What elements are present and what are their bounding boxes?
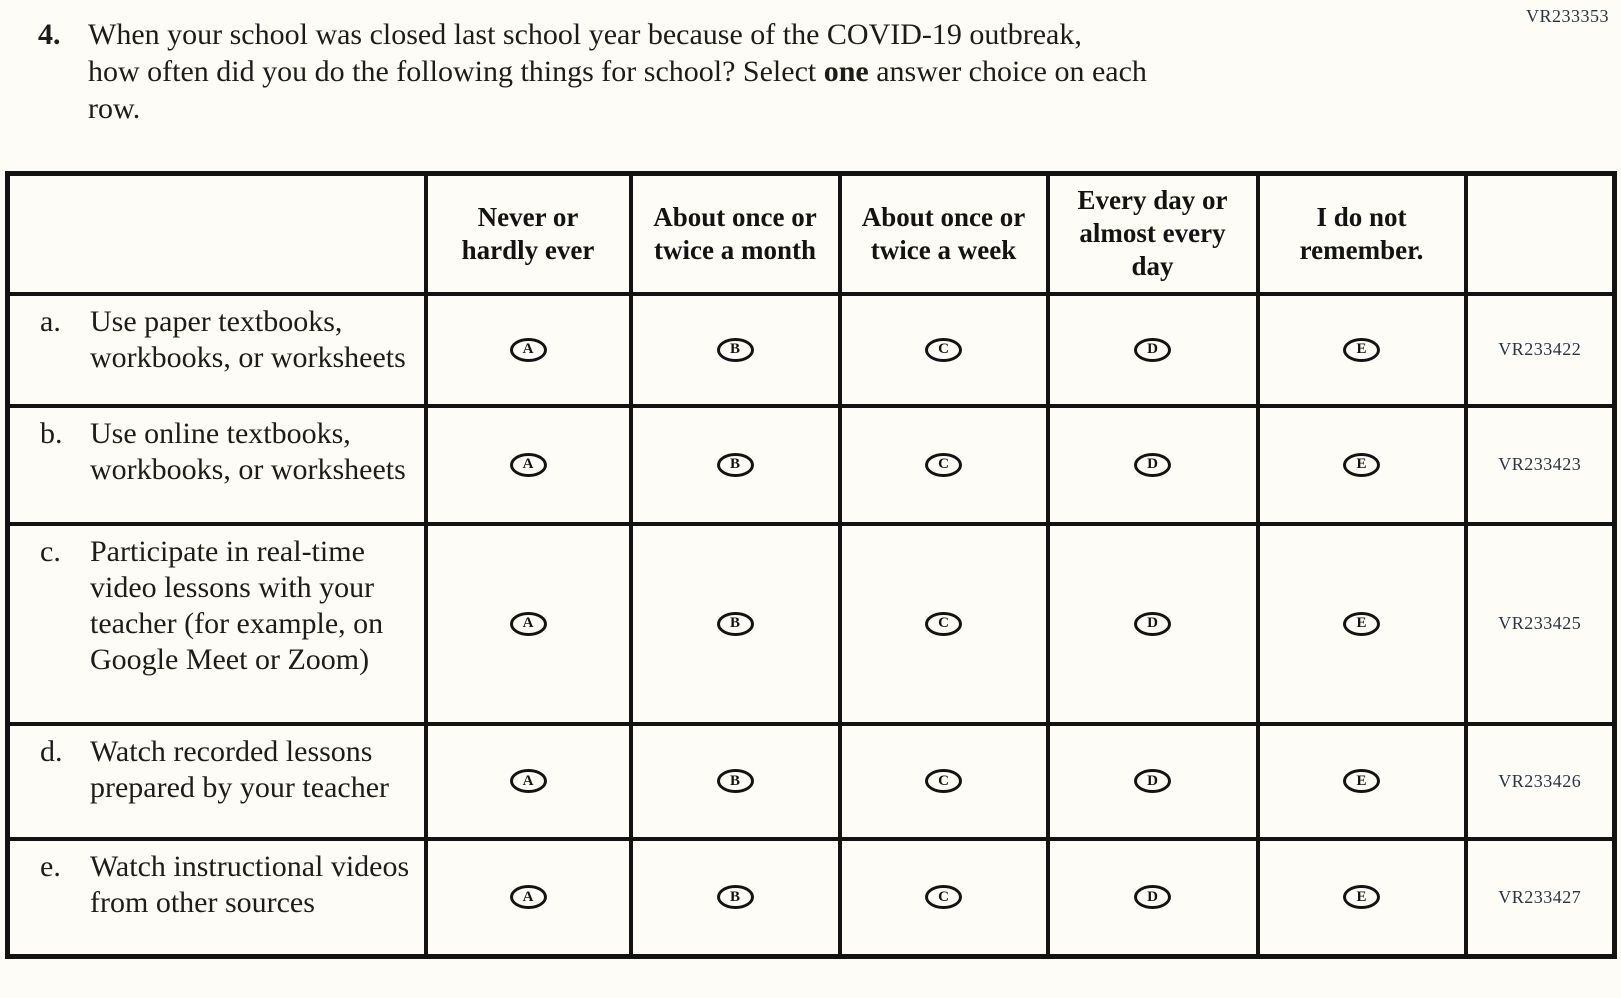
row-code: VR233425 xyxy=(1463,521,1617,726)
option-cell: A xyxy=(423,521,633,726)
question-block: 4. When your school was closed last scho… xyxy=(38,16,1398,127)
row-code: VR233427 xyxy=(1463,836,1617,959)
row-code: VR233426 xyxy=(1463,721,1617,841)
header-do-not-remember: I do not remember. xyxy=(1255,171,1468,296)
answer-bubble-e-E[interactable]: E xyxy=(1343,885,1380,910)
option-cell: A xyxy=(423,721,633,841)
answer-bubble-b-B[interactable]: B xyxy=(716,452,754,477)
table-row-c: c. Participate in real-time video lesson… xyxy=(5,521,1617,726)
answer-bubble-d-E[interactable]: E xyxy=(1343,769,1380,793)
table-row-b: b. Use online textbooks, workbooks, or w… xyxy=(5,403,1617,526)
answer-bubble-a-B[interactable]: B xyxy=(716,337,754,362)
option-cell: A xyxy=(423,291,633,408)
table-row-a: a. Use paper textbooks, workbooks, or wo… xyxy=(5,291,1617,408)
option-cell: D xyxy=(1045,521,1260,726)
option-cell: E xyxy=(1255,403,1468,526)
answer-bubble-d-A[interactable]: A xyxy=(509,769,547,793)
answer-bubble-e-B[interactable]: B xyxy=(716,885,754,910)
answer-bubble-b-D[interactable]: D xyxy=(1134,452,1171,477)
answer-bubble-a-E[interactable]: E xyxy=(1343,337,1380,362)
question-text: When your school was closed last school … xyxy=(88,16,1398,127)
option-cell: E xyxy=(1255,721,1468,841)
option-cell: B xyxy=(628,291,842,408)
header-code-column xyxy=(1463,171,1617,296)
answer-bubble-b-E[interactable]: E xyxy=(1343,452,1380,477)
option-cell: D xyxy=(1045,403,1260,526)
option-cell: B xyxy=(628,521,842,726)
item-text: Participate in real-time video lessons w… xyxy=(90,534,384,676)
item-label-cell: b. Use online textbooks, workbooks, or w… xyxy=(5,403,428,526)
answer-bubble-c-A[interactable]: A xyxy=(509,611,547,636)
option-cell: C xyxy=(837,403,1050,526)
option-cell: C xyxy=(837,836,1050,959)
question-number: 4. xyxy=(38,18,61,51)
option-cell: D xyxy=(1045,721,1260,841)
item-letter: d. xyxy=(40,734,63,768)
answer-bubble-a-D[interactable]: D xyxy=(1134,337,1171,362)
answer-bubble-c-D[interactable]: D xyxy=(1134,611,1171,636)
option-cell: C xyxy=(837,291,1050,408)
option-cell: D xyxy=(1045,291,1260,408)
answer-bubble-c-E[interactable]: E xyxy=(1343,611,1380,636)
header-never: Never or hardly ever xyxy=(423,171,633,296)
item-text: Use paper textbooks, workbooks, or works… xyxy=(90,304,406,374)
answer-bubble-a-A[interactable]: A xyxy=(509,337,547,362)
question-line-3: row. xyxy=(88,92,141,125)
option-cell: E xyxy=(1255,521,1468,726)
item-letter: b. xyxy=(40,416,63,450)
row-code: VR233423 xyxy=(1463,403,1617,526)
answer-bubble-c-B[interactable]: B xyxy=(716,611,754,636)
header-stub xyxy=(5,171,428,296)
item-letter: a. xyxy=(40,304,61,338)
item-text: Watch recorded lessons prepared by your … xyxy=(90,734,390,804)
form-code: VR233353 xyxy=(1525,6,1609,26)
item-text: Watch instructional videos from other so… xyxy=(90,849,410,919)
table-row-d: d. Watch recorded lessons prepared by yo… xyxy=(5,721,1617,841)
answer-bubble-c-C[interactable]: C xyxy=(925,611,962,636)
header-every-day: Every day or almost every day xyxy=(1045,171,1260,296)
question-line-2: how often did you do the following thing… xyxy=(88,53,1398,90)
header-row: Never or hardly ever About once or twice… xyxy=(5,171,1617,296)
option-cell: E xyxy=(1255,291,1468,408)
answer-bubble-b-A[interactable]: A xyxy=(509,452,547,477)
option-cell: A xyxy=(423,403,633,526)
option-cell: A xyxy=(423,836,633,959)
response-grid: Never or hardly ever About once or twice… xyxy=(5,171,1617,959)
answer-bubble-e-C[interactable]: C xyxy=(925,885,962,910)
answer-bubble-d-C[interactable]: C xyxy=(925,769,962,793)
answer-bubble-d-B[interactable]: B xyxy=(716,769,754,793)
table-row-e: e. Watch instructional videos from other… xyxy=(5,836,1617,959)
option-cell: C xyxy=(837,521,1050,726)
item-label-cell: c. Participate in real-time video lesson… xyxy=(5,521,428,726)
option-cell: C xyxy=(837,721,1050,841)
item-label-cell: a. Use paper textbooks, workbooks, or wo… xyxy=(5,291,428,408)
option-cell: B xyxy=(628,836,842,959)
question-bold-word: one xyxy=(823,55,869,88)
item-letter: c. xyxy=(40,534,61,568)
option-cell: E xyxy=(1255,836,1468,959)
item-letter: e. xyxy=(40,849,61,883)
question-line-2-pre: how often did you do the following thing… xyxy=(88,55,824,88)
option-cell: D xyxy=(1045,836,1260,959)
item-text: Use online textbooks, workbooks, or work… xyxy=(90,416,406,486)
answer-bubble-b-C[interactable]: C xyxy=(925,452,962,477)
row-code: VR233422 xyxy=(1463,291,1617,408)
option-cell: B xyxy=(628,721,842,841)
header-once-twice-month: About once or twice a month xyxy=(628,171,842,296)
item-label-cell: e. Watch instructional videos from other… xyxy=(5,836,428,959)
answer-bubble-a-C[interactable]: C xyxy=(925,337,962,362)
header-once-twice-week: About once or twice a week xyxy=(837,171,1050,296)
answer-bubble-e-A[interactable]: A xyxy=(509,885,547,910)
item-label-cell: d. Watch recorded lessons prepared by yo… xyxy=(5,721,428,841)
question-line-1: When your school was closed last school … xyxy=(88,18,1082,51)
answer-bubble-e-D[interactable]: D xyxy=(1134,885,1171,910)
option-cell: B xyxy=(628,403,842,526)
question-line-2-post: answer choice on each xyxy=(868,55,1147,88)
answer-bubble-d-D[interactable]: D xyxy=(1134,769,1171,793)
